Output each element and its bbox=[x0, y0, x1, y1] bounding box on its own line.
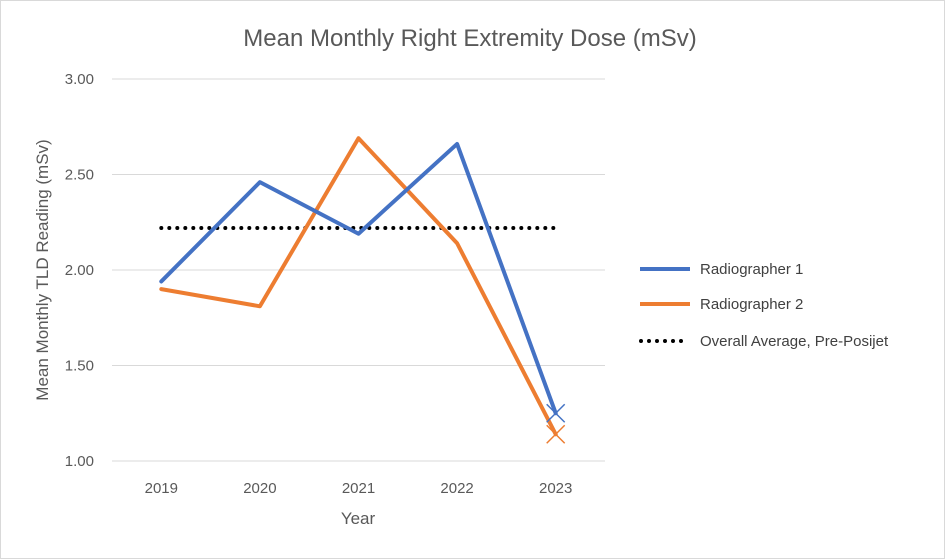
legend-entry: Radiographer 1 bbox=[700, 261, 803, 278]
y-tick-label: 3.00 bbox=[65, 71, 94, 88]
point-marker bbox=[546, 424, 566, 444]
gridlines bbox=[112, 78, 605, 462]
series-line-1 bbox=[159, 141, 558, 416]
point-marker bbox=[546, 403, 566, 423]
y-tick-label: 1.50 bbox=[65, 358, 94, 375]
legend-entry: Radiographer 2 bbox=[700, 296, 803, 313]
x-axis-label: Year bbox=[341, 509, 376, 528]
chart-title: Mean Monthly Right Extremity Dose (mSv) bbox=[243, 25, 696, 52]
x-tick-label: 2022 bbox=[440, 480, 473, 497]
x-tick-label: 2023 bbox=[539, 480, 572, 497]
x-tick-label: 2020 bbox=[243, 480, 276, 497]
legend: Radiographer 1 Radiographer 2 Overall Aver… bbox=[639, 261, 889, 350]
y-tick-label: 2.00 bbox=[65, 262, 94, 279]
y-tick-label: 2.50 bbox=[65, 167, 94, 184]
legend-entry: Overall Average, Pre-Posijet bbox=[700, 333, 889, 350]
series-line-2 bbox=[159, 136, 558, 437]
y-axis-label: Mean Monthly TLD Reading (mSv) bbox=[33, 139, 52, 400]
y-tick-label: 1.00 bbox=[65, 453, 94, 470]
x-tick-labels: 2019 2020 2021 2022 2023 bbox=[145, 480, 573, 497]
y-tick-labels: 1.00 1.50 2.00 2.50 3.00 bbox=[65, 71, 94, 470]
x-tick-label: 2019 bbox=[145, 480, 178, 497]
series-lines bbox=[159, 136, 566, 444]
x-tick-label: 2021 bbox=[342, 480, 375, 497]
